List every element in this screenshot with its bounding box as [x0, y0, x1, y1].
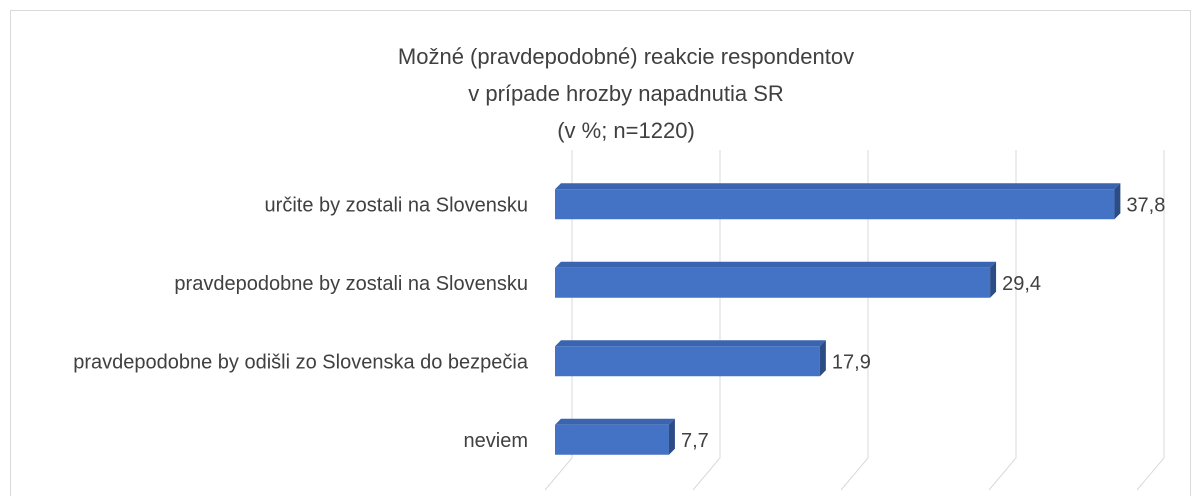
grid-line — [988, 150, 1017, 491]
grid-line — [840, 150, 869, 491]
grid-line — [544, 150, 573, 491]
bar-top — [555, 418, 675, 425]
data-label: 17,9 — [832, 352, 871, 374]
chart-title: Možné (pravdepodobné) reakcie respondent… — [398, 44, 854, 69]
bar — [555, 261, 997, 298]
y-tick-label: pravdepodobne by zostali na Slovensku — [174, 273, 528, 295]
chart-title: (v %; n=1220) — [557, 118, 695, 143]
data-label: 29,4 — [1002, 273, 1041, 295]
y-tick-label: určite by zostali na Slovensku — [265, 195, 528, 217]
bar-top — [555, 183, 1121, 190]
bar-side — [1114, 183, 1121, 220]
grid-line — [1136, 150, 1165, 491]
chart-frame — [10, 10, 1191, 496]
grid-line — [692, 150, 721, 491]
bar-side — [990, 261, 997, 298]
bar-top — [555, 261, 997, 268]
chart-title: v prípade hrozby napadnutia SR — [468, 81, 784, 106]
data-label: 7,7 — [681, 430, 709, 452]
bar-top — [555, 340, 826, 347]
bar — [555, 183, 1121, 220]
bar-side — [668, 418, 675, 455]
bar-front — [555, 189, 1115, 220]
bar-front — [555, 346, 820, 377]
bar — [555, 418, 675, 455]
y-tick-label: neviem — [464, 430, 528, 452]
bar — [555, 340, 826, 377]
bar-front — [555, 267, 991, 298]
y-tick-label: pravdepodobne by odišli zo Slovenska do … — [73, 352, 529, 374]
bar-front — [555, 424, 669, 455]
bar-side — [819, 340, 826, 377]
data-label: 37,8 — [1126, 195, 1165, 217]
